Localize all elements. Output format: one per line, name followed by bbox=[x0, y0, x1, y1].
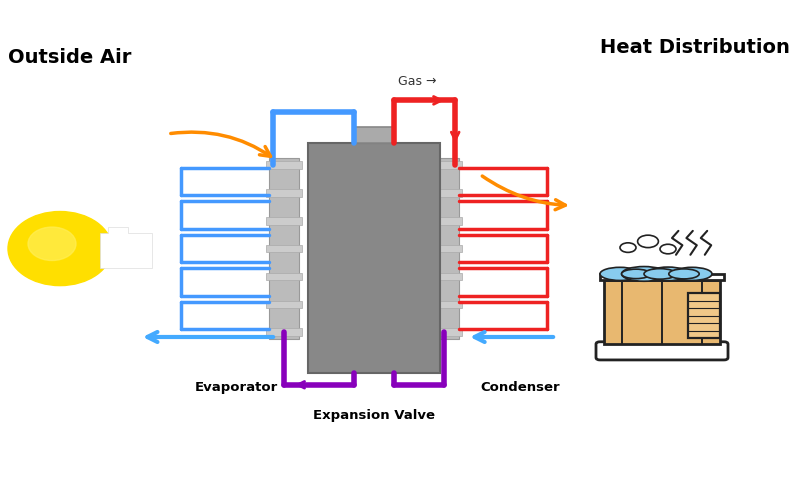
Bar bbox=[426, 189, 462, 196]
Text: Expansion Valve: Expansion Valve bbox=[313, 409, 435, 423]
Ellipse shape bbox=[622, 267, 666, 281]
Ellipse shape bbox=[45, 238, 75, 259]
Ellipse shape bbox=[30, 228, 90, 270]
Bar bbox=[426, 217, 462, 225]
Bar bbox=[354, 127, 394, 143]
Text: Evaporator: Evaporator bbox=[194, 380, 278, 394]
Bar bbox=[426, 245, 462, 252]
Bar bbox=[426, 328, 462, 336]
Ellipse shape bbox=[644, 269, 676, 279]
Text: Gas →: Gas → bbox=[398, 76, 436, 88]
Ellipse shape bbox=[622, 269, 650, 279]
Circle shape bbox=[638, 235, 658, 248]
Bar bbox=[600, 274, 724, 280]
Bar bbox=[266, 217, 302, 225]
Text: Heat Distribution: Heat Distribution bbox=[600, 38, 790, 57]
Bar bbox=[429, 158, 459, 339]
Bar bbox=[266, 301, 302, 308]
Bar bbox=[688, 293, 720, 338]
Bar bbox=[269, 158, 299, 339]
Bar bbox=[426, 161, 462, 169]
Ellipse shape bbox=[28, 227, 76, 261]
Ellipse shape bbox=[647, 267, 689, 281]
Text: Condenser: Condenser bbox=[480, 380, 560, 394]
Bar bbox=[266, 245, 302, 252]
Bar bbox=[266, 328, 302, 336]
Ellipse shape bbox=[53, 243, 67, 254]
Bar bbox=[308, 143, 440, 373]
Bar bbox=[426, 272, 462, 280]
Circle shape bbox=[660, 244, 676, 254]
Bar bbox=[604, 280, 720, 344]
Bar bbox=[266, 189, 302, 196]
Polygon shape bbox=[100, 227, 152, 268]
Bar bbox=[266, 161, 302, 169]
Ellipse shape bbox=[669, 269, 699, 279]
Ellipse shape bbox=[38, 233, 82, 264]
FancyBboxPatch shape bbox=[596, 342, 728, 360]
Ellipse shape bbox=[15, 217, 105, 280]
Ellipse shape bbox=[600, 267, 640, 281]
Circle shape bbox=[620, 243, 636, 252]
Ellipse shape bbox=[672, 267, 712, 281]
Ellipse shape bbox=[23, 222, 97, 275]
Text: Outside Air: Outside Air bbox=[8, 48, 131, 67]
Bar bbox=[426, 301, 462, 308]
Bar bbox=[266, 272, 302, 280]
Ellipse shape bbox=[8, 211, 112, 286]
